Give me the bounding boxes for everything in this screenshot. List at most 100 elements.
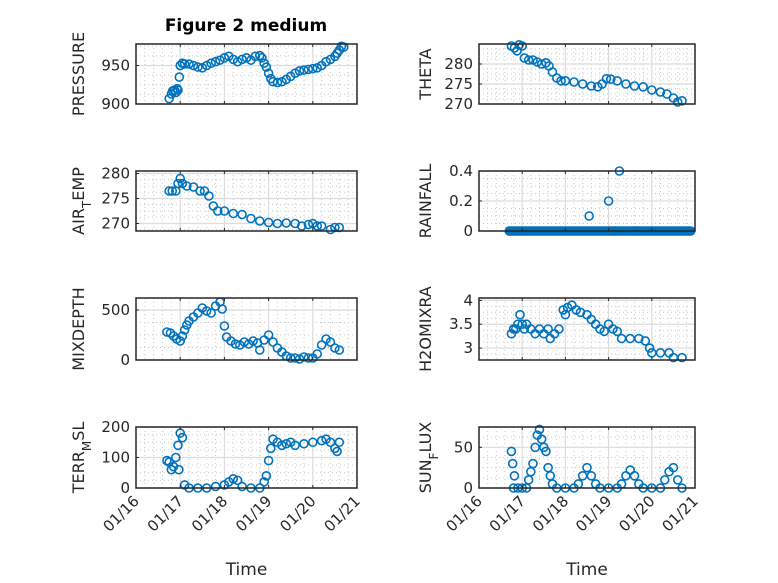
data-point bbox=[210, 56, 221, 67]
data-point bbox=[599, 326, 610, 337]
data-point bbox=[210, 481, 221, 492]
data-point bbox=[646, 85, 657, 95]
axes-frame bbox=[135, 297, 358, 361]
data-point bbox=[303, 64, 314, 75]
data-point bbox=[534, 424, 545, 435]
data-point bbox=[193, 62, 203, 72]
data-point bbox=[263, 68, 274, 79]
data-point bbox=[162, 455, 172, 466]
axes-frame bbox=[135, 170, 358, 232]
subplot-sun_flux: 01/16 01/17 01/18 01/19 01/20 01/21 0 50 SUNFLUX… bbox=[416, 422, 702, 580]
data-point bbox=[173, 85, 183, 95]
data-point bbox=[519, 324, 530, 334]
x-tick-label: 01/16 bbox=[443, 492, 486, 535]
y-tick-label: 50 bbox=[454, 438, 473, 456]
x-tick-label: 01/20 bbox=[276, 492, 319, 535]
data-point bbox=[332, 446, 342, 457]
data-point bbox=[316, 340, 327, 350]
data-point bbox=[586, 81, 597, 91]
axes-frame bbox=[135, 43, 358, 105]
data-point bbox=[603, 196, 614, 206]
y-axis-label: MIXDEPTH bbox=[69, 287, 88, 370]
data-point bbox=[621, 79, 631, 89]
data-point bbox=[612, 326, 623, 337]
data-point bbox=[217, 304, 227, 314]
x-tick-label: 01/18 bbox=[529, 492, 572, 535]
data-point bbox=[212, 206, 223, 216]
data-point bbox=[281, 438, 292, 449]
data-point bbox=[174, 72, 185, 82]
data-point bbox=[175, 173, 185, 184]
subplot-terr_msl: 01/16 01/17 01/18 01/19 01/20 01/21 0 100 200 TER… bbox=[69, 418, 364, 580]
data-point bbox=[188, 60, 199, 71]
data-point bbox=[179, 325, 190, 335]
x-tick-label: 01/17 bbox=[486, 492, 529, 535]
data-point bbox=[655, 87, 666, 97]
data-point bbox=[165, 328, 176, 338]
x-tick-label: 01/19 bbox=[232, 492, 275, 535]
data-point bbox=[307, 437, 318, 448]
data-point bbox=[334, 345, 345, 355]
data-point bbox=[281, 218, 292, 228]
data-point bbox=[577, 79, 588, 89]
y-tick-label: 275 bbox=[101, 190, 130, 208]
data-point bbox=[582, 462, 592, 473]
data-point bbox=[334, 437, 345, 448]
y-tick-label: 0 bbox=[120, 479, 130, 497]
data-point bbox=[174, 464, 184, 475]
data-point bbox=[312, 221, 323, 231]
data-point bbox=[164, 93, 174, 104]
y-tick-label: 0 bbox=[463, 479, 473, 497]
data-point bbox=[672, 475, 683, 485]
data-point bbox=[184, 59, 194, 69]
data-point bbox=[629, 470, 640, 481]
data-point bbox=[237, 54, 247, 65]
y-tick-label: 270 bbox=[101, 215, 130, 233]
y-tick-label: 270 bbox=[444, 95, 473, 113]
data-point bbox=[303, 219, 314, 230]
data-point bbox=[569, 77, 579, 87]
data-point bbox=[195, 186, 205, 196]
data-point bbox=[330, 343, 340, 353]
data-point bbox=[584, 211, 594, 221]
y-axis-label: TERRMSL bbox=[69, 422, 94, 495]
data-point bbox=[268, 337, 278, 347]
label-part: TERR bbox=[69, 451, 88, 494]
data-point bbox=[507, 458, 518, 469]
data-point bbox=[206, 308, 216, 318]
x-axis-label: Time bbox=[565, 560, 608, 580]
y-tick-label: 200 bbox=[101, 418, 130, 436]
data-point bbox=[307, 63, 318, 74]
data-point bbox=[263, 330, 274, 340]
y-tick-label: 3.5 bbox=[449, 315, 473, 333]
y-tick-label: 950 bbox=[101, 57, 130, 75]
data-point bbox=[294, 354, 305, 364]
subplot-pressure: 900 950 PRESSURE bbox=[69, 32, 358, 116]
data-point bbox=[263, 455, 274, 466]
data-point bbox=[263, 217, 274, 228]
y-axis-label: AIRTEMP bbox=[69, 167, 94, 235]
data-point bbox=[204, 191, 214, 201]
data-point bbox=[659, 475, 670, 485]
data-point bbox=[177, 432, 188, 443]
data-point bbox=[219, 206, 230, 216]
label-part: SUN bbox=[416, 459, 435, 493]
data-point bbox=[219, 53, 230, 63]
data-point bbox=[586, 470, 597, 481]
data-point bbox=[167, 186, 178, 196]
data-point bbox=[541, 446, 551, 457]
data-point bbox=[672, 97, 683, 107]
data-point bbox=[316, 435, 327, 446]
y-axis-label: SUNFLUX bbox=[416, 422, 441, 494]
axes-frame bbox=[478, 297, 696, 361]
data-point bbox=[272, 218, 283, 229]
data-point bbox=[261, 470, 272, 481]
data-point bbox=[277, 440, 287, 451]
data-point bbox=[554, 324, 564, 334]
data-point bbox=[230, 339, 241, 349]
data-point bbox=[206, 58, 216, 69]
data-point bbox=[182, 181, 192, 191]
data-point bbox=[168, 331, 179, 341]
data-point bbox=[285, 353, 296, 363]
